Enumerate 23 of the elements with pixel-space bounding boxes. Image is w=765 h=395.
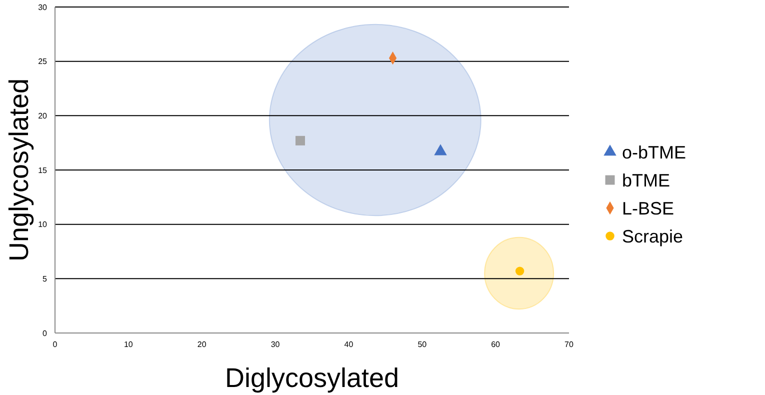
x-tick-label: 70 <box>564 340 574 349</box>
y-tick-label: 25 <box>38 57 48 66</box>
legend-label: Scrapie <box>622 226 684 246</box>
y-axis-title: Unglycosylated <box>4 78 34 262</box>
x-tick-label: 50 <box>418 340 428 349</box>
y-tick-label: 30 <box>38 2 48 12</box>
x-axis-title: Diglycosylated <box>224 363 400 393</box>
y-tick-label: 15 <box>38 166 48 175</box>
x-tick-label: 40 <box>344 340 354 349</box>
legend-label: L-BSE <box>622 198 674 218</box>
point <box>515 266 524 276</box>
y-tick-label: 20 <box>38 111 48 120</box>
point <box>296 136 305 146</box>
y-tick-label: 10 <box>38 220 48 230</box>
y-tick-label: 0 <box>42 328 48 338</box>
x-tick-label: 0 <box>52 340 58 349</box>
y-tick-label: 5 <box>42 274 48 284</box>
x-tick-label: 10 <box>124 340 134 349</box>
x-tick-label: 20 <box>197 340 207 349</box>
x-tick-label: 60 <box>491 340 501 349</box>
legend-label: o-bTME <box>622 142 686 162</box>
legend-label: bTME <box>622 170 670 190</box>
x-tick-label: 30 <box>270 340 280 349</box>
